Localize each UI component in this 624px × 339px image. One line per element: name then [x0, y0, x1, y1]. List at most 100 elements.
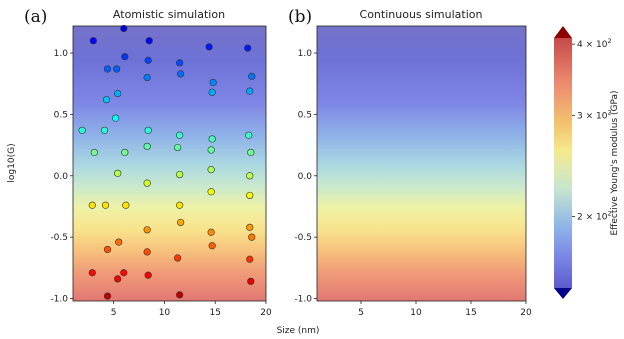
scatter-point: [78, 126, 86, 134]
colorbar-tick-label: 2 × 102: [577, 209, 612, 222]
scatter-point: [121, 53, 129, 61]
scatter-point: [244, 44, 252, 52]
scatter-point: [207, 166, 215, 174]
panel-a-y-tick-label: 1.0: [54, 49, 69, 59]
panel-b-y-tick-label: 0.5: [298, 110, 312, 120]
panel-b: 5 10 15 20 -1.0 -0.5 0.0 0.5 1.0 Continuous sim…: [288, 7, 532, 318]
panel-b-y-tick-label: 1.0: [298, 49, 313, 59]
scatter-point: [176, 291, 184, 299]
panel-b-x-tick-label: 15: [465, 308, 476, 318]
panel-b-heatmap: [316, 25, 527, 302]
scatter-point: [143, 73, 151, 82]
scatter-point: [103, 292, 112, 300]
scatter-point: [174, 254, 182, 262]
panel-a-letter: (a): [24, 7, 47, 27]
scatter-point: [103, 245, 112, 254]
scatter-point: [88, 269, 96, 277]
scatter-point: [247, 148, 255, 157]
scatter-point: [177, 70, 185, 78]
panel-b-title: Continuous simulation: [360, 8, 483, 21]
panel-a-y-tick-label: -0.5: [50, 233, 68, 243]
scatter-point: [246, 191, 254, 200]
panel-a-x-ticks: 5 10 15 20: [111, 301, 272, 318]
scatter-point: [176, 131, 184, 139]
panel-a-x-tick-label: 5: [111, 308, 117, 318]
scatter-point: [246, 223, 254, 231]
panel-b-y-tick-label: -1.0: [294, 295, 312, 305]
scatter-point: [120, 269, 128, 277]
panel-a: 5 10 15 20 -1.0 -0.5 0.0 0.5 1.0 Atomistic simu…: [7, 7, 272, 318]
panel-a-title: Atomistic simulation: [113, 8, 225, 21]
scatter-point: [176, 59, 184, 67]
panel-b-y-tick-label: -0.5: [294, 233, 312, 243]
scatter-point: [120, 24, 128, 33]
scatter-point: [246, 87, 254, 95]
panel-a-x-tick-label: 10: [159, 308, 171, 318]
scatter-point: [248, 233, 256, 241]
scatter-point: [143, 142, 151, 150]
scatter-point: [113, 65, 121, 73]
scatter-point: [248, 72, 256, 80]
scatter-point: [145, 37, 153, 45]
scatter-point: [174, 143, 182, 152]
scatter-point: [208, 88, 216, 96]
scatter-point: [100, 126, 109, 134]
colorbar-gradient: [554, 38, 572, 288]
scatter-point: [247, 277, 255, 285]
panel-a-y-label: log10(G): [7, 143, 17, 182]
panel-a-y-ticks: -1.0 -0.5 0.0 0.5 1.0: [50, 49, 73, 305]
colorbar-under-arrow: [554, 288, 572, 299]
scatter-point: [245, 131, 253, 139]
scatter-point: [205, 43, 213, 51]
panel-b-x-ticks: 5 10 15 20: [358, 301, 532, 318]
colorbar-tick-label: 4 × 102: [577, 37, 612, 50]
scatter-point: [121, 148, 129, 157]
scatter-point: [112, 114, 120, 122]
x-axis-label: Size (nm): [277, 326, 320, 336]
scatter-point: [144, 56, 152, 64]
colorbar-label: Effective Young's modulus (GPa): [610, 90, 620, 235]
scatter-point: [143, 226, 151, 234]
scatter-point: [144, 126, 152, 134]
panel-a-points: [78, 24, 256, 300]
colorbar-tick-label: 3 × 102: [577, 109, 612, 122]
panel-b-y-ticks: -1.0 -0.5 0.0 0.5 1.0: [294, 49, 317, 305]
panel-b-y-tick-label: 0.0: [298, 172, 313, 182]
panel-a-x-tick-label: 15: [209, 308, 220, 318]
panel-a-plot-area: [72, 25, 267, 302]
scatter-point: [208, 135, 216, 143]
colorbar-ticks: 4 × 102 3 × 102 2 × 102: [572, 37, 612, 222]
scatter-point: [176, 201, 184, 209]
colorbar-over-arrow: [554, 26, 572, 38]
panel-a-x-tick-label: 20: [260, 308, 272, 318]
panel-b-x-tick-label: 5: [358, 308, 364, 318]
scatter-point: [246, 255, 254, 263]
panel-a-y-tick-label: 0.5: [54, 110, 68, 120]
scatter-point: [103, 65, 112, 73]
scatter-point: [122, 201, 130, 209]
scatter-point: [177, 218, 185, 227]
scatter-point: [143, 248, 151, 256]
scatter-point: [102, 96, 111, 104]
scatter-point: [90, 148, 98, 157]
scatter-point: [114, 169, 122, 177]
scatter-point: [143, 179, 151, 187]
scatter-point: [208, 242, 216, 250]
scatter-point: [246, 172, 254, 180]
panel-a-y-tick-label: -1.0: [50, 295, 68, 305]
scatter-point: [115, 238, 123, 246]
scatter-point: [207, 228, 215, 236]
scatter-point: [207, 188, 215, 196]
scatter-point: [114, 275, 122, 283]
panel-b-x-tick-label: 10: [410, 308, 422, 318]
colorbar: 4 × 102 3 × 102 2 × 102 Effective Young's …: [554, 26, 620, 299]
scatter-point: [209, 78, 217, 87]
panel-b-letter: (b): [288, 7, 312, 27]
scatter-point: [176, 170, 184, 179]
scatter-point: [88, 201, 96, 209]
scatter-point: [101, 201, 110, 209]
scatter-point: [144, 271, 152, 279]
scatter-point: [114, 89, 122, 98]
panel-a-y-tick-label: 0.0: [54, 172, 69, 182]
